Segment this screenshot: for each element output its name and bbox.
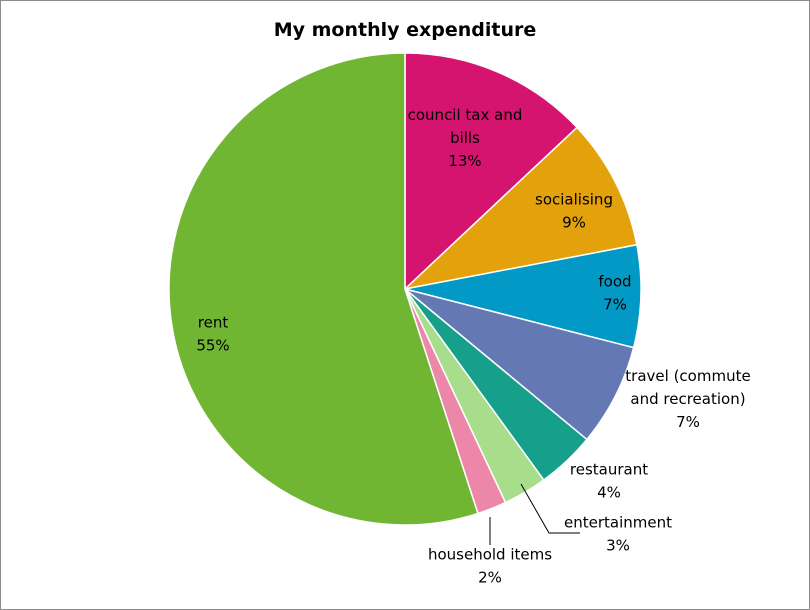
slice-label: entertainment 3%	[564, 514, 672, 555]
chart-title: My monthly expenditure	[273, 19, 537, 41]
slice-label: restaurant 4%	[570, 461, 648, 502]
pie-slice	[402, 126, 638, 291]
slice-label: council tax and bills 13%	[408, 106, 523, 170]
leader-line	[520, 483, 580, 534]
pie-slice	[404, 52, 579, 291]
slice-label: household items 2%	[428, 546, 552, 587]
slice-label: socialising 9%	[535, 191, 613, 232]
slice-label: travel (commute and recreation) 7%	[625, 367, 750, 431]
pie-slice	[168, 52, 479, 526]
pie-slice	[404, 243, 642, 349]
slice-label: rent 55%	[196, 314, 229, 355]
pie-slice	[404, 288, 635, 441]
slice-label: food 7%	[598, 273, 631, 314]
